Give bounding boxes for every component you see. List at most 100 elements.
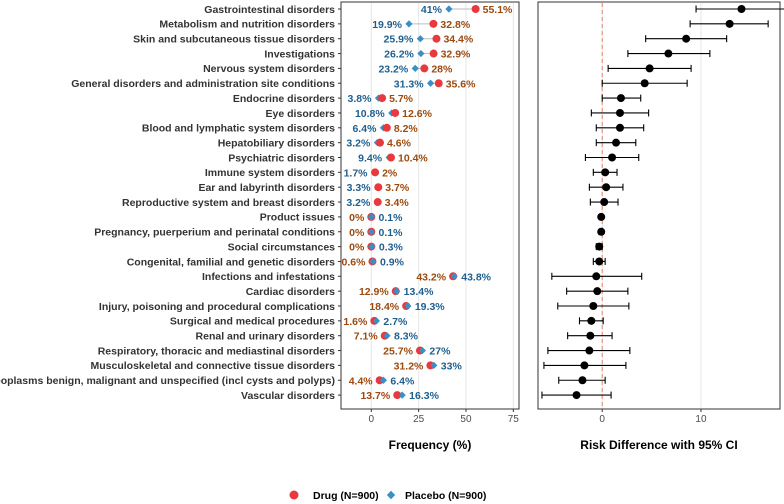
drug-marker [471, 5, 480, 13]
legend-drug-marker [289, 490, 299, 500]
placebo-value-label: 6.4% [352, 123, 377, 135]
placebo-value-label: 8.3% [394, 331, 419, 343]
category-label: Metabolism and nutrition disorders [159, 19, 335, 31]
risk-difference-point [608, 153, 617, 162]
risk-difference-point [592, 272, 601, 281]
placebo-marker [405, 20, 413, 28]
risk-difference-panel: 0 10 Risk Difference with 95% CI [537, 1, 784, 452]
risk-difference-points [572, 5, 746, 400]
placebo-value-label: 3.8% [348, 93, 373, 105]
risk-difference-point [615, 108, 624, 117]
frequency-panel: 41% 55.1% 19.9% 32.8% 25.9% 34.4% 26.2% 32.9% 23… [0, 1, 520, 452]
drug-value-label: 32.8% [440, 19, 470, 31]
category-label: Hepatobiliary disorders [218, 137, 335, 149]
drug-marker [371, 168, 380, 177]
placebo-value-label: 3.2% [346, 197, 371, 209]
drug-marker [376, 138, 385, 147]
risk-difference-tick-label: 10 [695, 414, 707, 425]
drug-value-label: 43.2% [416, 271, 446, 283]
category-label: Immune system disorders [205, 167, 335, 179]
drug-value-label: 0% [349, 242, 365, 254]
category-label: Gastrointestinal disorders [204, 4, 335, 16]
placebo-value-label: 6.4% [390, 375, 415, 387]
drug-value-label: 4.4% [349, 375, 374, 387]
placebo-value-label: 0.1% [378, 212, 403, 224]
risk-difference-tick-label: 0 [599, 414, 605, 425]
frequency-tick-label: 75 [508, 414, 520, 425]
drug-value-label: 32.9% [441, 49, 471, 61]
drug-value-label: 55.1% [483, 4, 513, 16]
placebo-value-label: 26.2% [384, 49, 414, 61]
category-label: Eye disorders [266, 108, 336, 120]
drug-marker [434, 79, 443, 88]
frequency-gridlines [370, 3, 514, 408]
category-label: Respiratory, thoracic and mediastinal di… [98, 345, 335, 357]
risk-difference-point [587, 316, 596, 325]
placebo-value-label: 3.2% [346, 138, 371, 150]
frequency-markers [367, 5, 480, 400]
placebo-value-label: 19.3% [415, 301, 445, 313]
category-label: Pregnancy, puerperium and perinatal cond… [94, 227, 335, 239]
risk-difference-point [612, 138, 621, 147]
frequency-axis-title: Frequency (%) [389, 438, 472, 452]
risk-difference-point [664, 49, 673, 58]
placebo-marker [398, 391, 406, 399]
frequency-x-ticks: 0 25 50 75 [369, 409, 520, 425]
risk-difference-point [645, 64, 654, 73]
placebo-marker [426, 79, 435, 87]
drug-marker [391, 108, 400, 117]
placebo-marker [368, 243, 376, 251]
category-axis-labels: Gastrointestinal disorders Metabolism and… [0, 4, 341, 402]
drug-value-label: 2% [382, 167, 398, 179]
drug-marker [393, 391, 402, 400]
category-label: Blood and lymphatic system disorders [142, 123, 335, 135]
category-label: Reproductive system and breast disorders [122, 197, 335, 209]
placebo-value-label: 31.3% [394, 78, 424, 90]
placebo-marker [404, 302, 412, 310]
category-label: Vascular disorders [241, 390, 335, 402]
drug-value-label: 4.6% [387, 138, 412, 150]
placebo-value-label: 0.1% [378, 227, 403, 239]
risk-difference-point [593, 287, 602, 296]
drug-value-label: 0.6% [341, 256, 366, 268]
legend-placebo-label: Placebo (N=900) [405, 490, 486, 502]
drug-value-label: 7.1% [354, 331, 379, 343]
placebo-marker [417, 49, 425, 58]
placebo-marker [372, 317, 381, 325]
placebo-marker [450, 272, 458, 280]
drug-value-label: 8.2% [394, 123, 419, 135]
risk-difference-point [615, 123, 624, 132]
category-label: Social circumstances [228, 241, 336, 253]
category-label: Endocrine disorders [233, 93, 335, 105]
drug-marker [378, 94, 387, 103]
category-label: General disorders and administration sit… [71, 78, 335, 90]
placebo-marker [430, 361, 438, 369]
drug-marker [374, 183, 383, 192]
drug-marker [429, 49, 438, 58]
risk-difference-point [580, 361, 589, 370]
risk-difference-point [601, 168, 610, 177]
drug-value-label: 28% [431, 63, 453, 75]
drug-value-label: 13.7% [360, 390, 390, 402]
placebo-value-label: 27% [429, 346, 451, 358]
category-label: Injury, poisoning and procedural complic… [99, 301, 335, 313]
placebo-marker [416, 35, 424, 43]
risk-difference-point [682, 34, 691, 43]
drug-value-label: 12.6% [402, 108, 432, 120]
placebo-value-label: 23.2% [378, 63, 408, 75]
placebo-value-label: 19.9% [372, 19, 402, 31]
category-label: Product issues [260, 212, 335, 224]
placebo-value-label: 41% [421, 4, 443, 16]
placebo-value-label: 2.7% [383, 316, 408, 328]
legend: Drug (N=900) Placebo (N=900) [289, 490, 486, 502]
frequency-value-labels: 41% 55.1% 19.9% 32.8% 25.9% 34.4% 26.2% 32.9% 23… [341, 4, 513, 402]
category-label: Psychiatric disorders [228, 152, 335, 164]
drug-value-label: 3.4% [385, 197, 410, 209]
risk-difference-point [585, 346, 594, 355]
category-label: Nervous system disorders [203, 63, 335, 75]
placebo-value-label: 43.8% [461, 271, 491, 283]
placebo-marker [393, 287, 401, 295]
risk-difference-point [600, 198, 609, 207]
risk-difference-x-ticks: 0 10 [599, 409, 707, 425]
placebo-value-label: 13.4% [404, 286, 434, 298]
